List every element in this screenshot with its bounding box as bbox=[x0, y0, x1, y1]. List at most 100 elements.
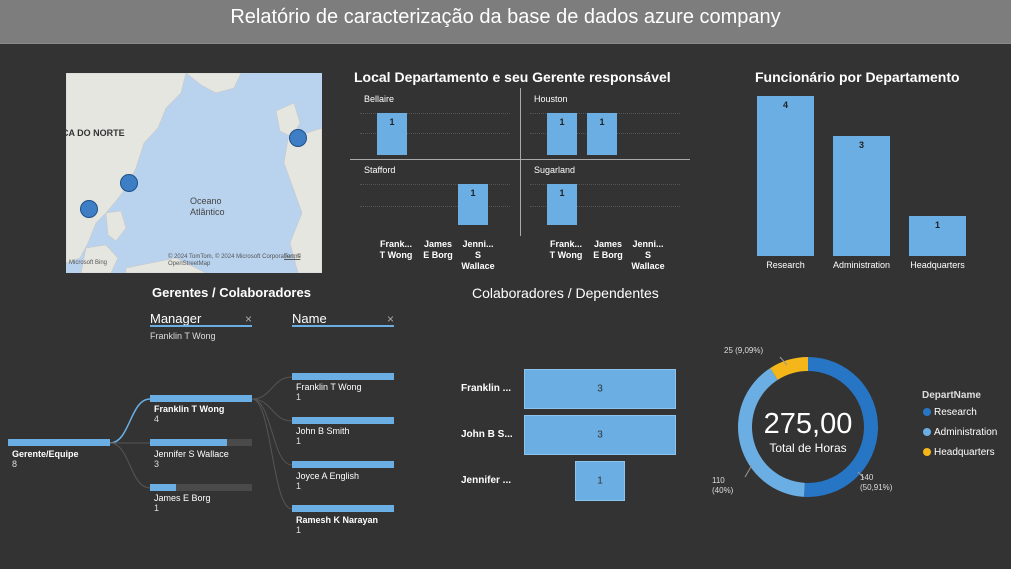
dept-chart-title: Funcionário por Departamento bbox=[755, 69, 960, 85]
map-label-ocean: Oceano bbox=[190, 196, 222, 206]
bar-sugarland-franklin[interactable]: 1 bbox=[547, 184, 577, 225]
report-title: Relatório de caracterização da base de d… bbox=[230, 6, 781, 28]
legend-item-headquarters[interactable]: Headquarters bbox=[923, 447, 995, 458]
tree-leaf-count: 1 bbox=[296, 436, 302, 446]
bar-label: 1 bbox=[389, 117, 395, 127]
manager-slicer-underline bbox=[150, 325, 252, 327]
gridline bbox=[360, 184, 510, 185]
dept-bar-value: 4 bbox=[782, 100, 788, 110]
bar-houston-james[interactable]: 1 bbox=[587, 113, 617, 155]
legend-item-administration[interactable]: Administration bbox=[923, 427, 997, 438]
tree-leaf-label: John B Smith bbox=[296, 426, 350, 436]
donut-slice-headquarters[interactable] bbox=[770, 357, 808, 380]
dependents-bar[interactable]: 1 bbox=[574, 461, 626, 501]
bar-houston-franklin[interactable]: 1 bbox=[547, 113, 577, 155]
dependents-chart-title: Colaboradores / Dependentes bbox=[472, 285, 659, 301]
tree-node-label-james: James E Borg bbox=[154, 493, 211, 503]
donut-data-label: 140 (50,91%) bbox=[860, 473, 893, 492]
bar-label: 1 bbox=[559, 188, 565, 198]
gridline bbox=[360, 133, 510, 134]
tree-node-bar-franklin[interactable] bbox=[150, 395, 252, 402]
tree-leaf-bar[interactable] bbox=[292, 417, 394, 424]
dependents-funnel-chart[interactable]: 3 Franklin ... 3 John B S... 1 Jennifer ... bbox=[455, 365, 685, 505]
manager-clear-icon[interactable]: × bbox=[245, 312, 253, 326]
local-chart-title: Local Departamento e seu Gerente respons… bbox=[354, 69, 671, 85]
dept-bar-chart[interactable]: 4 Research 3 Administration 1 Headquarters bbox=[745, 90, 985, 280]
map-credit: © 2024 TomTom, © 2024 Microsoft Corporat… bbox=[168, 254, 302, 267]
tree-node-count-jennifer: 3 bbox=[154, 459, 160, 469]
category-label: Frank... T Wong bbox=[379, 239, 413, 260]
local-chart-hdivider bbox=[350, 159, 690, 160]
tree-root-bar[interactable] bbox=[8, 439, 110, 446]
tree-node-bar-jennifer[interactable] bbox=[150, 439, 227, 446]
tree-node-count-james: 1 bbox=[154, 503, 160, 513]
dept-bar-value: 1 bbox=[934, 220, 940, 230]
donut-slice-research[interactable] bbox=[804, 357, 878, 497]
map-bubble-europe[interactable] bbox=[289, 129, 307, 147]
donut-data-label: 25 (9,09%) bbox=[724, 346, 764, 355]
bar-stafford-jennifer[interactable]: 1 bbox=[458, 184, 488, 225]
local-chart[interactable]: Bellaire Houston Stafford Sugarland 1 1 … bbox=[350, 88, 692, 278]
map-bubble-houston[interactable] bbox=[80, 200, 98, 218]
gridline bbox=[530, 206, 680, 207]
legend-item-research[interactable]: Research bbox=[923, 407, 977, 418]
map-visual[interactable]: CA DO NORTE Oceano Atlântico © 2024 TomT… bbox=[66, 73, 322, 273]
tree-root-count: 8 bbox=[12, 459, 18, 469]
panel-label-sugarland: Sugarland bbox=[534, 165, 576, 175]
bar-label: 1 bbox=[599, 117, 605, 127]
gridline bbox=[530, 184, 680, 185]
report-title-bar: Relatório de caracterização da base de d… bbox=[0, 0, 1011, 44]
legend-title: DepartName bbox=[922, 390, 981, 401]
dependents-category-label: Franklin ... bbox=[461, 383, 512, 394]
bar-label: 1 bbox=[470, 188, 476, 198]
panel-label-bellaire: Bellaire bbox=[364, 94, 395, 104]
donut-slice-administration[interactable] bbox=[738, 368, 805, 497]
manager-slicer-value[interactable]: Franklin T Wong bbox=[150, 331, 216, 341]
dept-bar-headquarters[interactable]: 1 bbox=[909, 216, 966, 256]
bar-bellaire-franklin[interactable]: 1 bbox=[377, 113, 407, 155]
dept-category-label: Headquarters bbox=[910, 260, 965, 270]
tree-connectors bbox=[109, 376, 293, 510]
tree-leaf-count: 1 bbox=[296, 392, 302, 402]
tree-root-label: Gerente/Equipe bbox=[12, 449, 79, 459]
donut-center-value: 275,00 bbox=[764, 408, 853, 440]
dept-bar-value: 3 bbox=[858, 140, 864, 150]
tree-node-count-franklin: 4 bbox=[154, 414, 160, 424]
tree-node-label-franklin: Franklin T Wong bbox=[154, 404, 225, 414]
dependents-bar[interactable]: 3 bbox=[524, 369, 676, 409]
tree-leaf-bar[interactable] bbox=[292, 373, 394, 380]
name-clear-icon[interactable]: × bbox=[387, 312, 395, 326]
map-bubble-east[interactable] bbox=[120, 174, 138, 192]
dept-bar-research[interactable]: 4 bbox=[757, 96, 814, 256]
tree-leaf-label: Ramesh K Narayan bbox=[296, 515, 379, 525]
hours-donut-chart[interactable]: 275,00 Total de Horas 140 (50,91%) 110 (40%… bbox=[712, 340, 912, 510]
decomposition-tree[interactable]: Gerente/Equipe 8 Franklin T Wong 4 Jenni… bbox=[0, 360, 420, 540]
category-label: Jenni... S Wallace bbox=[461, 239, 495, 271]
dependents-bar-value: 3 bbox=[597, 383, 603, 395]
dependents-category-label: Jennifer ... bbox=[461, 475, 512, 486]
donut-leader-line bbox=[857, 471, 865, 479]
dept-bar-administration[interactable]: 3 bbox=[833, 136, 890, 256]
name-slicer-label: Name bbox=[292, 311, 327, 326]
map-land-shapes bbox=[66, 73, 322, 273]
donut-data-label: 110 (40%) bbox=[712, 476, 734, 495]
legend-dot bbox=[923, 428, 931, 436]
tree-leaf-bar[interactable] bbox=[292, 505, 394, 512]
dependents-bar-value: 3 bbox=[597, 429, 603, 441]
legend-dot bbox=[923, 408, 931, 416]
donut-leader-line bbox=[779, 356, 788, 366]
tree-leaf-count: 1 bbox=[296, 525, 302, 535]
panel-label-stafford: Stafford bbox=[364, 165, 396, 175]
category-label: James E Borg bbox=[423, 239, 453, 260]
legend-label: Administration bbox=[934, 427, 998, 438]
bing-logo: Microsoft Bing bbox=[69, 260, 108, 266]
map-label-north-america: CA DO NORTE bbox=[66, 128, 125, 138]
map-label-atlantic: Atlântico bbox=[190, 207, 225, 217]
map-terms-link[interactable]: Terms bbox=[284, 254, 301, 260]
tree-node-bar-james[interactable] bbox=[150, 484, 176, 491]
dept-category-label: Research bbox=[766, 260, 805, 270]
tree-leaf-bar[interactable] bbox=[292, 461, 394, 468]
dependents-bar[interactable]: 3 bbox=[524, 415, 676, 455]
tree-leaf-label: Franklin T Wong bbox=[296, 382, 362, 392]
